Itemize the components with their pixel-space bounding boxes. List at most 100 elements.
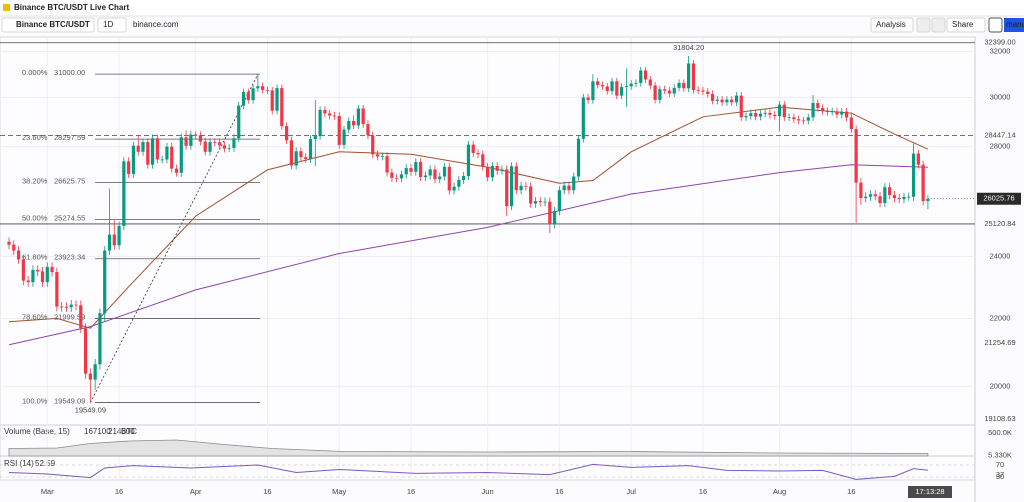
analysis-button[interactable]: Analysis bbox=[876, 20, 906, 29]
candle-body bbox=[60, 306, 64, 308]
candle-body bbox=[840, 111, 844, 115]
candle-body bbox=[868, 194, 873, 197]
candle-body bbox=[883, 187, 887, 204]
x-tick-label: Apr bbox=[190, 487, 202, 496]
candle-body bbox=[423, 175, 427, 178]
candle-body bbox=[141, 142, 145, 152]
candle-body bbox=[509, 166, 514, 207]
candle-body bbox=[557, 190, 561, 212]
interval-box[interactable] bbox=[97, 17, 127, 33]
candle-body bbox=[524, 185, 528, 187]
candle-body bbox=[375, 154, 380, 157]
candle-body bbox=[816, 102, 820, 109]
tool-button[interactable] bbox=[931, 17, 946, 33]
candle-body bbox=[677, 82, 681, 88]
last-price-box bbox=[977, 192, 1021, 205]
candle-body bbox=[797, 119, 801, 121]
candle-body bbox=[624, 86, 628, 88]
fib-price: 21999.59 bbox=[54, 312, 85, 321]
tool-button[interactable] bbox=[916, 17, 931, 33]
x-tick-label: 16 bbox=[115, 487, 123, 496]
candle-body bbox=[289, 140, 293, 166]
candle-body bbox=[854, 129, 858, 183]
candle-body bbox=[821, 108, 825, 112]
candle-body bbox=[103, 250, 107, 314]
candle-body bbox=[361, 108, 365, 125]
candle-body bbox=[342, 129, 346, 145]
candle-body bbox=[194, 134, 198, 136]
candle-body bbox=[572, 176, 576, 191]
candle-body bbox=[500, 169, 504, 171]
candle-body bbox=[620, 86, 624, 96]
candle-body bbox=[720, 99, 724, 103]
candle-body bbox=[318, 109, 322, 137]
candle-body bbox=[548, 201, 552, 224]
candle-body bbox=[127, 161, 131, 174]
candle-body bbox=[208, 142, 212, 152]
volume-legend-value: 214600 bbox=[108, 427, 135, 436]
candle-body bbox=[7, 241, 11, 245]
candle-body bbox=[385, 156, 389, 173]
candle-body bbox=[74, 304, 78, 306]
candle-body bbox=[294, 151, 298, 166]
candle-body bbox=[160, 159, 164, 161]
candle-body bbox=[337, 116, 341, 145]
candle-body bbox=[921, 164, 925, 202]
user-box[interactable] bbox=[1004, 18, 1024, 32]
candle-body bbox=[399, 174, 404, 179]
candle-body bbox=[433, 169, 437, 180]
fib-price: 23923.34 bbox=[54, 253, 85, 262]
logo bbox=[3, 4, 10, 11]
moving-average bbox=[8, 164, 928, 346]
candle-body bbox=[749, 113, 753, 117]
time-label: 17:13:28 bbox=[915, 487, 944, 496]
volume-legend-value: 167100 bbox=[84, 427, 111, 436]
y-tick-label: 28000 bbox=[990, 142, 1011, 151]
source-link[interactable]: binance.com bbox=[133, 20, 179, 29]
x-tick-label: May bbox=[332, 487, 346, 496]
candle-body bbox=[538, 201, 542, 203]
candle-body bbox=[237, 105, 241, 139]
candle-body bbox=[562, 185, 566, 191]
trend-line bbox=[90, 74, 259, 403]
candle-body bbox=[414, 162, 418, 172]
candle-body bbox=[232, 138, 236, 148]
fib-label: 50.00% bbox=[22, 214, 48, 223]
candle-body bbox=[586, 97, 590, 101]
interval[interactable]: 1D bbox=[103, 20, 113, 29]
candle-body bbox=[892, 195, 897, 199]
candle-body bbox=[864, 196, 868, 199]
candle-body bbox=[452, 186, 456, 191]
rsi-tick-label: 37 bbox=[996, 470, 1004, 479]
candle-body bbox=[744, 116, 748, 118]
candle-body bbox=[782, 104, 786, 118]
share-box[interactable] bbox=[946, 17, 986, 33]
x-tick-label: 16 bbox=[555, 487, 563, 496]
price-annotation: 19549.09 bbox=[75, 406, 106, 415]
candle-body bbox=[328, 113, 332, 116]
price-label: 28447.14 bbox=[984, 130, 1015, 139]
candle-body bbox=[543, 201, 547, 203]
candle-body bbox=[773, 114, 777, 117]
share-button[interactable]: Share bbox=[952, 20, 974, 29]
candle-body bbox=[672, 87, 676, 94]
candle-body bbox=[313, 136, 317, 140]
candle-body bbox=[36, 269, 40, 272]
symbol[interactable]: Binance BTC/USDT bbox=[16, 20, 90, 29]
candle-body bbox=[241, 92, 246, 106]
candle-body bbox=[112, 234, 116, 246]
symbol-box[interactable] bbox=[1, 17, 95, 33]
candle-body bbox=[323, 109, 327, 114]
candle-body bbox=[710, 93, 715, 101]
candle-body bbox=[533, 201, 538, 204]
user[interactable]: manual bbox=[1006, 20, 1024, 29]
page-title: Binance BTC/USDT Live Chart bbox=[14, 3, 129, 12]
candle-body bbox=[184, 137, 188, 146]
candle-body bbox=[265, 89, 270, 91]
analysis-box[interactable] bbox=[870, 17, 914, 33]
candle-body bbox=[615, 81, 619, 96]
fullscreen-button[interactable] bbox=[988, 17, 1003, 33]
candle-body bbox=[16, 250, 21, 260]
candle-body bbox=[83, 328, 88, 374]
